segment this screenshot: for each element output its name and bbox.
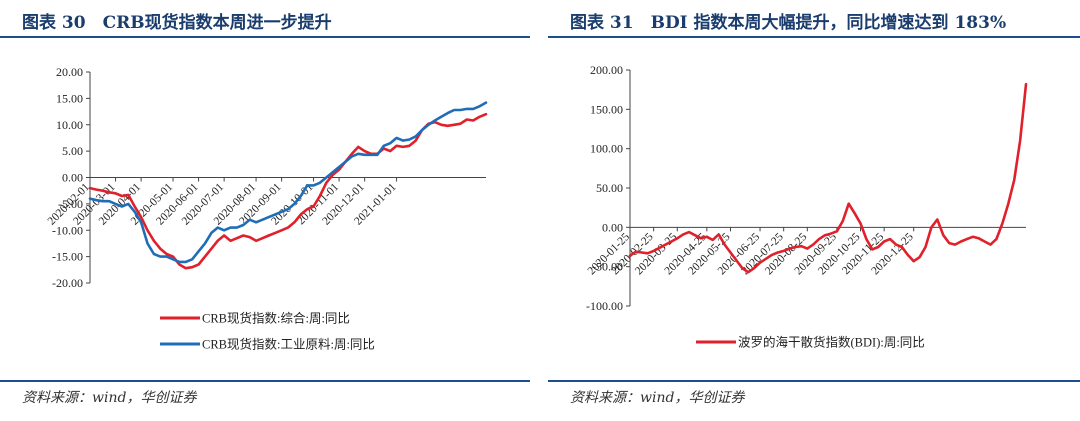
y-tick-label: 15.00 — [56, 91, 83, 105]
source-note: 资料来源：wind，华创证券 — [22, 390, 197, 406]
y-tick-label: -20.00 — [52, 276, 83, 290]
title-rule — [548, 36, 1080, 38]
series-line-1 — [628, 82, 1028, 274]
y-tick-label: -100.00 — [586, 299, 623, 313]
bdi-line-chart: 200.00 150.00 100.00 50.00 0.00 -50.00 -100.00… — [586, 63, 1028, 350]
source-note: 资料来源：wind，华创证券 — [570, 390, 745, 406]
y-tick-label: 50.00 — [596, 181, 623, 195]
legend-label: CRB现货指数:综合:周:同比 — [202, 311, 350, 326]
chart-panel-crb: 图表 30 CRB现货指数本周进一步提升 20.00 15.00 10.00 5.00… — [0, 0, 530, 421]
figure-title: 图表 31 BDI 指数本周大幅提升，同比增速达到 183% — [570, 13, 1007, 33]
figure-title: 图表 30 CRB现货指数本周进一步提升 — [22, 13, 332, 33]
y-tick-label: 100.00 — [590, 142, 623, 156]
legend-label: CRB现货指数:工业原料:周:同比 — [202, 337, 375, 352]
chart-panel-bdi: 图表 31 BDI 指数本周大幅提升，同比增速达到 183% 200.00 150… — [548, 0, 1080, 421]
y-tick-label: 0.00 — [602, 220, 623, 234]
crb-line-chart: 20.00 15.00 10.00 5.00 0.00 -5.00 -10.00 -15.00… — [46, 65, 488, 352]
y-tick-label: 150.00 — [590, 102, 623, 116]
y-tick-label: -50.00 — [592, 260, 623, 274]
y-tick-label: -5.00 — [58, 197, 83, 211]
legend-label: 波罗的海干散货指数(BDI):周:同比 — [738, 335, 925, 350]
title-rule — [0, 36, 530, 38]
y-tick-label: -10.00 — [52, 223, 83, 237]
y-tick-label: 200.00 — [590, 63, 623, 77]
y-tick-label: -15.00 — [52, 250, 83, 264]
y-tick-label: 5.00 — [62, 144, 83, 158]
footer-rule — [0, 380, 530, 382]
y-tick-label: 20.00 — [56, 65, 83, 79]
series-line-2 — [88, 101, 488, 264]
y-tick-label: 0.00 — [62, 171, 83, 185]
footer-rule — [548, 380, 1080, 382]
y-tick-label: 10.00 — [56, 118, 83, 132]
